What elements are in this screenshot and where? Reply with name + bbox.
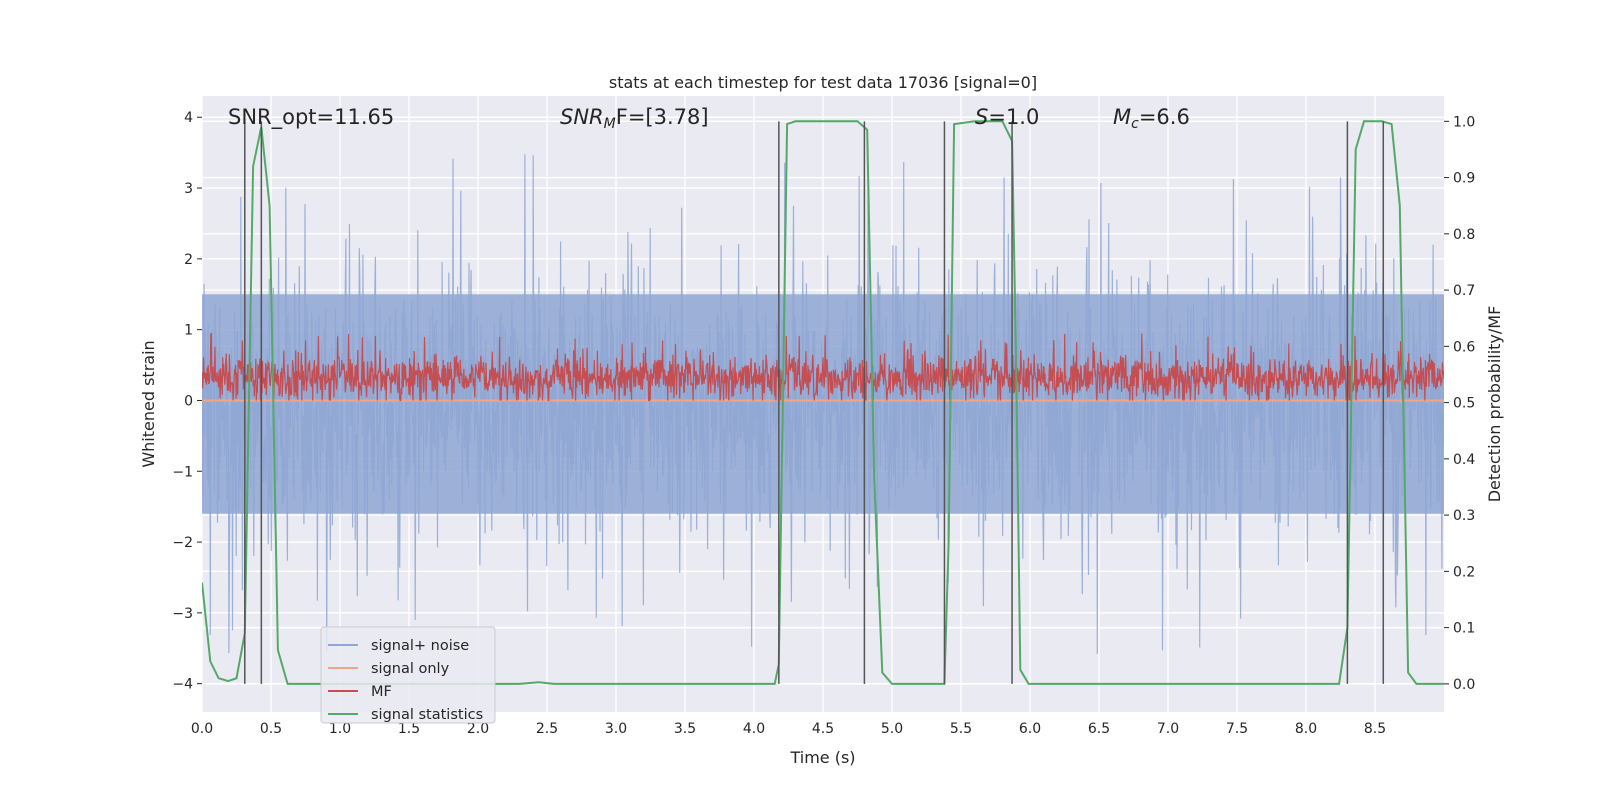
legend-label: signal+ noise — [371, 638, 469, 654]
annotation-s: S=1.0 — [975, 105, 1039, 129]
y-tick-label: −4 — [172, 677, 193, 693]
y-right-tick-label: 0.5 — [1453, 396, 1475, 412]
y-tick-label: −3 — [172, 606, 193, 622]
annotation-mc: Mc=6.6 — [1113, 105, 1190, 132]
y-tick-labels-left: −4 −3 −2 −1 0 1 2 3 4 — [172, 110, 202, 693]
legend-label: signal only — [371, 661, 450, 677]
series-layer — [202, 120, 1444, 685]
x-tick-label: 3.0 — [605, 721, 627, 737]
y-right-tick-label: 0.9 — [1453, 171, 1475, 187]
y-tick-label: 2 — [184, 252, 193, 268]
x-tick-labels: 0.0 0.5 1.0 1.5 2.0 2.5 3.0 3.5 4.0 4.5 5.0 5.5 6.0 6… — [191, 721, 1386, 737]
y-axis-label-right: Detection probability/MF — [1485, 306, 1504, 503]
x-tick-label: 6.0 — [1019, 721, 1041, 737]
x-tick-label: 8.0 — [1295, 721, 1317, 737]
series-signal-statistics — [202, 120, 1444, 685]
y-right-tick-label: 0.3 — [1453, 508, 1475, 524]
y-right-tick-label: 0.4 — [1453, 452, 1475, 468]
legend-label: MF — [371, 684, 392, 700]
y-right-tick-label: 0.8 — [1453, 227, 1475, 243]
x-tick-label: 1.0 — [329, 721, 351, 737]
x-tick-label: 2.5 — [536, 721, 558, 737]
y-right-tick-label: 1.0 — [1453, 114, 1475, 130]
series-mf — [202, 332, 1444, 402]
x-tick-label: 8.5 — [1364, 721, 1386, 737]
x-tick-label: 2.0 — [467, 721, 489, 737]
y-tick-label: 4 — [184, 110, 193, 126]
legend-box — [320, 626, 496, 724]
y-right-tick-label: 0.6 — [1453, 339, 1475, 355]
x-tick-label: 5.5 — [950, 721, 972, 737]
x-tick-label: 0.5 — [260, 721, 282, 737]
legend-label: signal statistics — [371, 707, 483, 723]
y-tick-label: 0 — [184, 393, 193, 409]
x-tick-label: 4.0 — [743, 721, 765, 737]
y-tick-label: −1 — [172, 464, 193, 480]
x-tick-label: 3.5 — [674, 721, 696, 737]
y-tick-label: 1 — [184, 323, 193, 339]
x-axis-label: Time (s) — [789, 748, 855, 767]
x-tick-label: 7.5 — [1226, 721, 1248, 737]
annotation-snr-opt: SNR_opt=11.65 — [228, 105, 394, 130]
x-tick-label: 4.5 — [812, 721, 834, 737]
x-tick-label: 5.0 — [881, 721, 903, 737]
y-right-tick-label: 0.1 — [1453, 621, 1475, 637]
y-right-tick-label: 0.7 — [1453, 283, 1475, 299]
detection-markers — [244, 121, 1385, 684]
y-tick-labels-right: 0.0 0.1 0.2 0.3 0.4 0.5 0.6 0.7 0.8 0.9 1.0 — [1444, 114, 1475, 693]
y-axis-label: Whitened strain — [139, 340, 158, 467]
series-signal-noise-envelope — [202, 294, 1444, 514]
chart-title: stats at each timestep for test data 170… — [609, 73, 1037, 92]
y-right-tick-label: 0.2 — [1453, 564, 1475, 580]
x-tick-label: 7.0 — [1157, 721, 1179, 737]
y-right-tick-label: 0.0 — [1453, 677, 1475, 693]
legend: signal+ noise signal only MF signal statist… — [320, 626, 496, 724]
x-tick-label: 0.0 — [191, 721, 213, 737]
y-tick-label: −2 — [172, 535, 193, 551]
x-tick-label: 1.5 — [398, 721, 420, 737]
x-tick-label: 6.5 — [1088, 721, 1110, 737]
y-tick-label: 3 — [184, 181, 193, 197]
annotation-snr-mf: SNRMF=[3.78] — [560, 105, 709, 132]
